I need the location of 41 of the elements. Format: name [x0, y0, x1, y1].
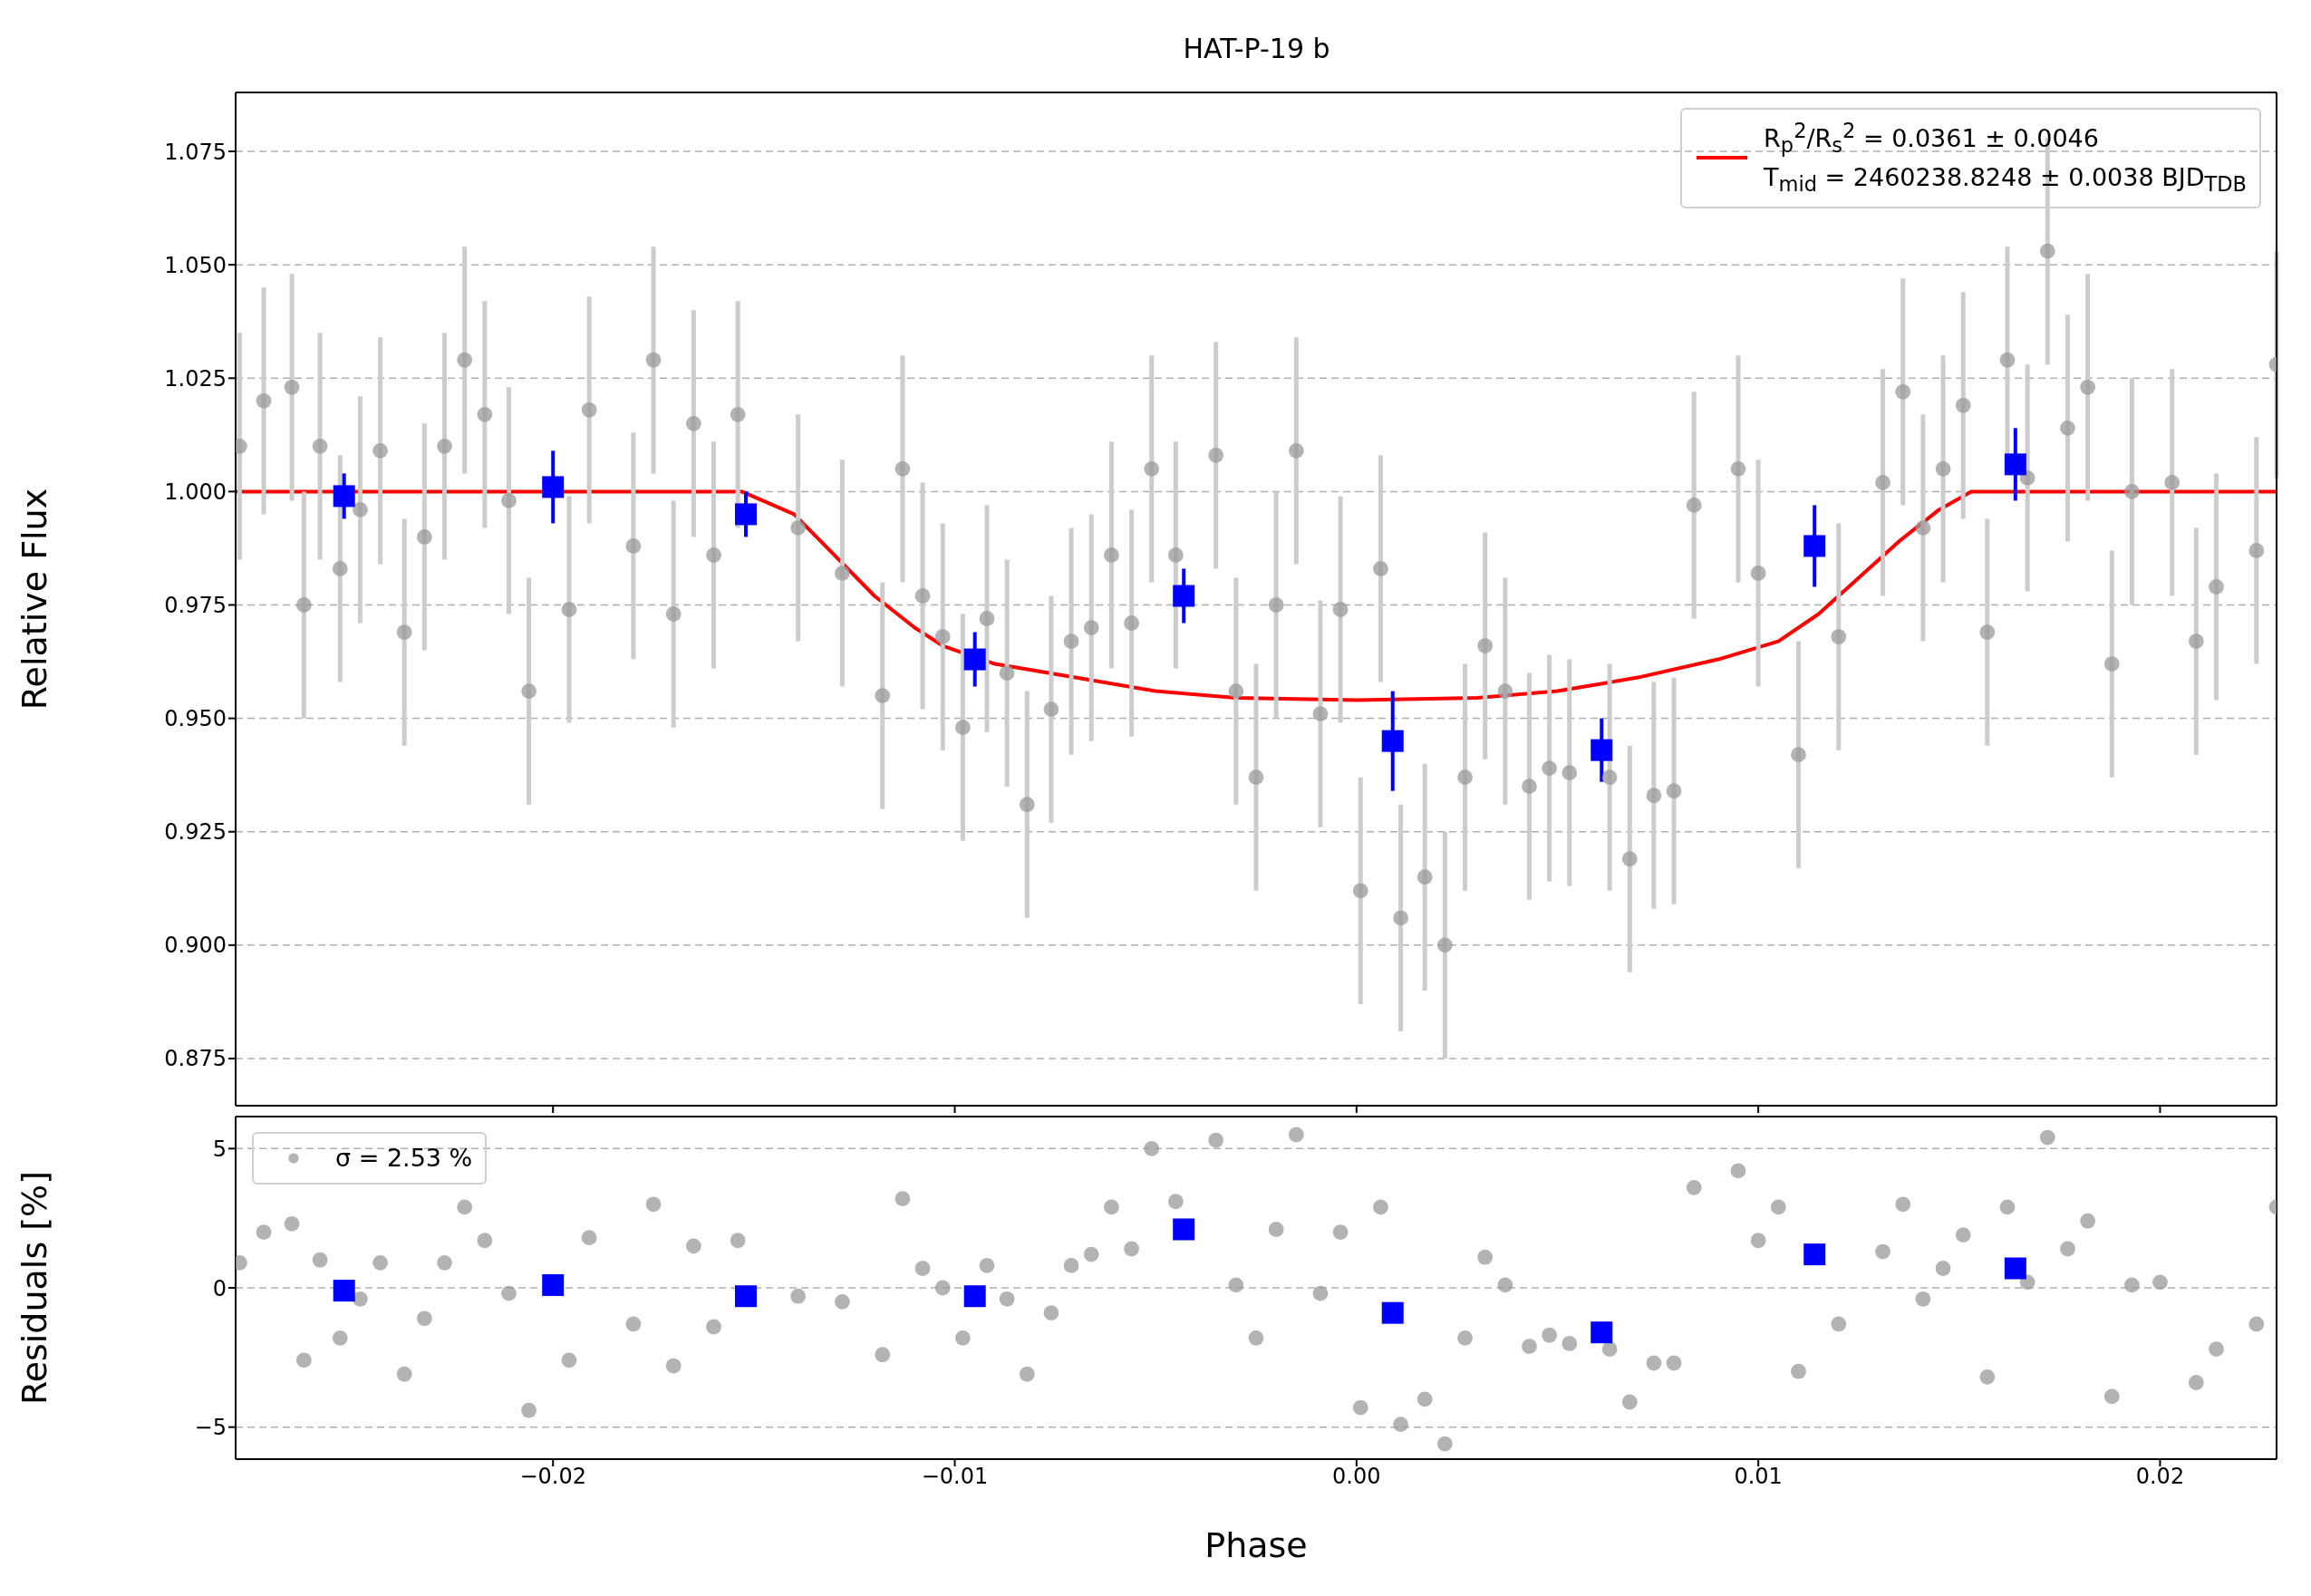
point: [963, 1285, 986, 1308]
y-tick-label: 1.025: [164, 365, 227, 392]
y-axis-title: Relative Flux: [15, 488, 55, 711]
point: [2004, 1257, 2026, 1280]
y-tick-label: 0.925: [164, 819, 227, 846]
point: [1591, 739, 1613, 761]
y-tick-label: −5: [194, 1415, 227, 1441]
x-axis-title: Phase: [1204, 1525, 1308, 1565]
chart-title: HAT-P-19 b: [1182, 33, 1331, 64]
y-axis-title: Residuals [%]: [15, 1170, 55, 1406]
y-tick-label: 5: [212, 1136, 227, 1162]
point: [542, 1273, 565, 1296]
point: [1173, 585, 1195, 607]
y-tick-label: 1.050: [164, 252, 227, 278]
point: [1803, 535, 1826, 557]
x-tick-label: −0.01: [921, 1464, 989, 1490]
y-tick-label: 0: [212, 1275, 227, 1301]
point: [1803, 1243, 1826, 1266]
y-tick-label: 0.900: [164, 933, 227, 959]
point: [963, 648, 986, 671]
legend-label: σ = 2.53 %: [335, 1143, 473, 1174]
point: [333, 1280, 355, 1302]
y-tick-label: 0.875: [164, 1046, 227, 1072]
point: [735, 503, 757, 526]
point: [1591, 1321, 1613, 1344]
text: R$_{p}$$^{2}$/R$_{s}$$^{2}$ = 0.0361 ± 0.0046 T$_{mid}$ = 2460238.8248 ± 0.0038 BJD$_{TDB}$: [1764, 119, 2247, 197]
y-tick-label: 1.000: [164, 479, 227, 505]
point: [333, 485, 355, 508]
y-tick-label: 0.950: [164, 706, 227, 732]
point: [1381, 730, 1404, 752]
x-tick-label: 0.00: [1332, 1464, 1381, 1490]
x-tick-label: −0.02: [519, 1464, 586, 1490]
y-tick-label: 0.975: [164, 593, 227, 619]
x-tick-label: 0.01: [1734, 1464, 1783, 1490]
point: [1381, 1301, 1404, 1324]
point: [542, 476, 565, 498]
y-tick-label: 1.075: [164, 139, 227, 165]
point: [1173, 1218, 1195, 1241]
x-tick-label: 0.02: [2135, 1464, 2185, 1490]
point: [2004, 453, 2026, 476]
point: [735, 1285, 757, 1308]
